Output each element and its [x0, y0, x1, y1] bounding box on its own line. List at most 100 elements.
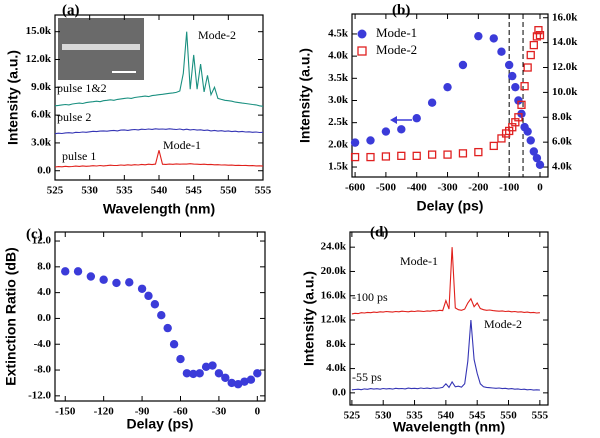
y-tick-label: 15.0k	[26, 25, 52, 37]
marker	[511, 82, 520, 92]
y-tick-label: 0.0	[332, 386, 346, 398]
marker	[458, 149, 468, 158]
legend-marker	[357, 46, 367, 56]
marker	[427, 150, 437, 159]
x-axis-title: Delay (ps)	[127, 416, 194, 432]
plot-frame	[54, 231, 266, 402]
marker	[61, 267, 70, 276]
y-tick-label: -8.0	[34, 364, 52, 376]
marker	[366, 136, 375, 145]
y-axis-title: Intensity (a.u.)	[301, 271, 317, 366]
panel-label: (d)	[370, 224, 388, 240]
y-tick-label: -12.0	[28, 389, 51, 401]
marker	[412, 114, 421, 123]
panel-label: (b)	[392, 2, 410, 18]
marker	[381, 127, 391, 136]
marker	[474, 147, 483, 157]
series-label: pulse 2	[57, 110, 91, 124]
x-tick-label: 525	[47, 185, 64, 197]
marker	[508, 71, 517, 81]
x-tick-label: -30	[212, 406, 227, 418]
x-tick-label: -600	[345, 182, 366, 194]
legend-label: Mode-2	[376, 42, 417, 57]
x-tick-label: -300	[437, 182, 458, 194]
x-tick-label: -100	[499, 182, 520, 194]
series-label: -100 ps	[352, 290, 388, 304]
y-tick-label: 3.0k	[328, 94, 349, 106]
x-tick-label: 530	[375, 410, 392, 422]
marker	[169, 340, 179, 349]
y-axis-title: Intensity (a.u.)	[5, 50, 21, 145]
y-tick-label: 1.5k	[328, 161, 349, 173]
marker	[504, 60, 514, 70]
y-tick-label: 6.0k	[31, 109, 52, 121]
marker	[137, 284, 147, 293]
x-tick-label: 550	[500, 410, 517, 422]
spectrum-line	[54, 150, 264, 168]
x-tick-label: -150	[55, 406, 76, 418]
marker	[497, 134, 506, 143]
x-tick-label: -60	[173, 406, 188, 418]
marker	[150, 300, 160, 309]
marker	[144, 291, 153, 301]
marker	[381, 152, 391, 161]
marker	[523, 127, 532, 136]
marker	[208, 361, 217, 370]
y-tick-label: 12.0k	[321, 314, 347, 326]
y-tick-label: 12.0	[32, 235, 52, 247]
marker	[366, 152, 375, 162]
y2-tick-label: 14.0k	[552, 36, 578, 48]
y-tick-label: 9.0k	[31, 81, 52, 93]
sem-inset	[58, 18, 144, 80]
y-tick-label: -4.0	[34, 338, 52, 350]
y-tick-label: 3.5k	[328, 72, 349, 84]
marker	[125, 278, 134, 287]
x-tick-label: -90	[135, 406, 150, 418]
series-label: pulse 1&2	[57, 81, 107, 95]
x-tick-label: 0	[255, 406, 261, 418]
y-tick-label: 8.0	[37, 260, 51, 272]
y2-tick-label: 10.0k	[552, 86, 578, 98]
marker	[529, 40, 538, 50]
marker	[233, 380, 243, 389]
x-tick-label: 540	[151, 185, 168, 197]
marker	[427, 98, 437, 107]
x-tick-label: 525	[344, 410, 361, 422]
marker	[221, 373, 230, 382]
marker	[489, 141, 498, 151]
marker	[182, 369, 192, 378]
annotation: Mode-1	[163, 138, 201, 152]
marker	[227, 378, 236, 388]
y2-tick-label: 6.0k	[552, 136, 573, 148]
marker	[535, 160, 545, 170]
x-axis-title: Wavelength (nm)	[393, 419, 505, 435]
y-tick-label: 24.0k	[321, 241, 347, 253]
marker	[412, 151, 421, 160]
x-tick-label: 530	[81, 185, 98, 197]
y-tick-label: 8.0k	[326, 338, 347, 350]
marker	[514, 113, 523, 122]
y2-tick-label: 12.0k	[552, 61, 578, 73]
marker	[201, 362, 211, 372]
x-tick-label: -120	[94, 406, 115, 418]
marker	[350, 152, 360, 162]
panel-label: (c)	[26, 226, 43, 242]
y-tick-label: 20.0k	[321, 265, 347, 277]
x-tick-label: 545	[469, 410, 486, 422]
series-label: pulse 1	[62, 149, 96, 163]
x-tick-label: -500	[376, 182, 397, 194]
x-tick-label: 540	[438, 410, 455, 422]
marker	[240, 377, 249, 386]
legend-label: Mode-1	[376, 25, 417, 40]
x-tick-label: -200	[468, 182, 489, 194]
x-tick-label: 555	[255, 185, 272, 197]
marker	[523, 63, 532, 72]
x-tick-label: 545	[185, 185, 202, 197]
marker	[443, 150, 452, 159]
marker	[520, 82, 529, 91]
marker	[517, 100, 526, 109]
marker	[489, 34, 498, 43]
marker	[535, 31, 545, 40]
y-axis-title: Extinction Ratio (dB)	[3, 247, 19, 385]
marker	[73, 267, 83, 276]
